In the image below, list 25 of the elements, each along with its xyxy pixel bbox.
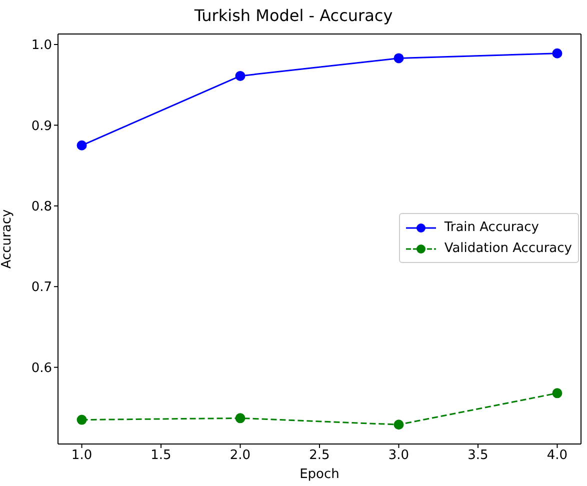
legend-label: Validation Accuracy: [444, 241, 572, 256]
legend-label: Train Accuracy: [444, 220, 539, 235]
x-tick-label: 1.5: [150, 448, 172, 464]
x-tick-label: 2.5: [309, 448, 330, 464]
y-tick-label: 0.9: [31, 118, 52, 134]
point: [76, 414, 87, 425]
x-tick-label: 2.0: [230, 448, 251, 464]
x-tick-label: 3.0: [388, 448, 410, 464]
y-tick-label: 0.8: [31, 200, 52, 215]
point: [76, 140, 87, 150]
point: [235, 413, 246, 424]
x-tick-label: 4.0: [546, 448, 568, 464]
point: [235, 70, 246, 81]
chart-title: Turkish Model - Accuracy: [193, 6, 394, 25]
point: [394, 420, 404, 430]
y-tick-label: 0.6: [31, 360, 52, 376]
point: [552, 388, 562, 398]
y-tick-label: 0.7: [31, 280, 52, 296]
x-tick-label: 1.0: [71, 448, 92, 464]
x-axis-title: Epoch: [300, 467, 340, 482]
x-tick-label: 3.5: [468, 448, 488, 464]
y-tick-label: 1.0: [31, 38, 52, 54]
point: [394, 53, 404, 64]
y-axis-title: Accuracy: [0, 209, 15, 269]
point: [552, 48, 562, 58]
